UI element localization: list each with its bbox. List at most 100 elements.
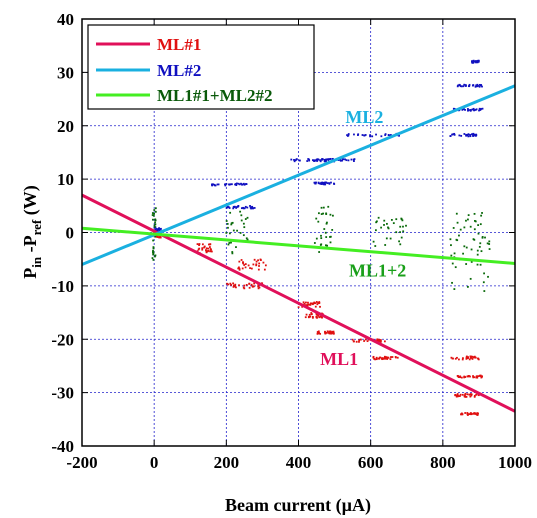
data-point bbox=[475, 376, 478, 379]
data-point bbox=[480, 214, 483, 217]
data-point bbox=[392, 222, 395, 225]
data-point bbox=[345, 159, 348, 162]
data-point bbox=[344, 158, 346, 161]
data-point bbox=[372, 355, 375, 358]
data-point bbox=[326, 221, 328, 224]
data-point bbox=[451, 357, 454, 360]
data-point bbox=[249, 206, 252, 209]
data-point bbox=[304, 316, 307, 319]
data-point bbox=[384, 134, 387, 136]
data-point bbox=[317, 220, 320, 223]
data-point bbox=[459, 375, 462, 378]
data-point bbox=[224, 184, 227, 187]
data-point bbox=[468, 413, 471, 415]
data-point bbox=[478, 85, 481, 88]
data-point bbox=[154, 210, 157, 213]
data-point bbox=[383, 340, 386, 343]
data-point bbox=[451, 262, 454, 265]
data-point bbox=[390, 219, 393, 221]
data-point bbox=[374, 245, 377, 247]
data-point bbox=[472, 61, 474, 64]
data-point bbox=[227, 283, 230, 286]
data-point bbox=[329, 330, 332, 333]
data-point bbox=[255, 260, 258, 263]
data-point bbox=[326, 330, 329, 333]
data-point bbox=[315, 181, 317, 184]
data-point bbox=[475, 375, 478, 378]
data-point bbox=[240, 207, 243, 210]
y-tick-label: 0 bbox=[66, 224, 75, 243]
data-point bbox=[235, 184, 238, 187]
data-point bbox=[227, 226, 229, 229]
data-point bbox=[379, 340, 382, 343]
data-point bbox=[205, 250, 208, 253]
data-point bbox=[399, 231, 401, 234]
data-point bbox=[457, 376, 460, 378]
data-point bbox=[225, 182, 228, 185]
data-point bbox=[243, 226, 246, 229]
data-point bbox=[232, 284, 235, 287]
data-point bbox=[305, 304, 307, 306]
data-point bbox=[252, 263, 255, 266]
legend-label-ml1-ml2: ML1#1+ML2#2 bbox=[157, 86, 272, 105]
data-point bbox=[471, 358, 474, 360]
data-point bbox=[319, 332, 322, 335]
data-point bbox=[456, 221, 459, 224]
data-point bbox=[400, 236, 403, 239]
data-point bbox=[459, 393, 462, 396]
data-point bbox=[154, 254, 157, 257]
data-point bbox=[472, 133, 474, 136]
data-point bbox=[458, 84, 461, 87]
data-point bbox=[465, 134, 468, 136]
data-point bbox=[315, 217, 318, 220]
data-point bbox=[257, 268, 260, 271]
data-point bbox=[480, 84, 483, 86]
data-point bbox=[317, 212, 320, 215]
data-point bbox=[332, 332, 335, 335]
data-point bbox=[475, 85, 478, 88]
data-point bbox=[452, 133, 454, 136]
data-point bbox=[379, 339, 381, 342]
data-point bbox=[383, 219, 386, 222]
data-point bbox=[248, 282, 251, 285]
data-point bbox=[454, 357, 457, 360]
data-point bbox=[198, 244, 200, 247]
data-point bbox=[470, 394, 473, 397]
data-point bbox=[477, 60, 480, 63]
data-point bbox=[481, 107, 484, 110]
data-point bbox=[225, 220, 228, 222]
data-point bbox=[383, 357, 386, 360]
data-point bbox=[457, 395, 460, 397]
y-axis-label-main: P bbox=[20, 268, 40, 279]
data-point bbox=[464, 412, 467, 414]
data-point bbox=[229, 211, 232, 214]
data-point bbox=[154, 223, 157, 226]
data-point bbox=[322, 206, 325, 209]
x-tick-label: -200 bbox=[66, 453, 97, 472]
data-point bbox=[477, 375, 480, 378]
data-point bbox=[253, 282, 256, 285]
data-point bbox=[295, 158, 298, 161]
data-point bbox=[384, 133, 387, 136]
data-point bbox=[475, 393, 478, 396]
data-point bbox=[364, 134, 367, 136]
data-point bbox=[389, 134, 392, 136]
data-point bbox=[385, 356, 388, 359]
data-point bbox=[468, 375, 470, 377]
data-point bbox=[226, 206, 229, 209]
data-point bbox=[257, 287, 260, 290]
data-point bbox=[488, 248, 491, 250]
data-point bbox=[324, 158, 327, 161]
data-point bbox=[466, 285, 469, 288]
data-point bbox=[247, 264, 250, 267]
data-point bbox=[470, 356, 473, 359]
data-point bbox=[460, 85, 463, 88]
data-point bbox=[151, 214, 154, 216]
data-point bbox=[153, 226, 156, 228]
y-tick-label: -10 bbox=[51, 277, 74, 296]
data-point bbox=[474, 134, 477, 137]
data-point bbox=[154, 221, 156, 224]
data-point bbox=[453, 133, 456, 136]
data-point bbox=[326, 244, 329, 247]
